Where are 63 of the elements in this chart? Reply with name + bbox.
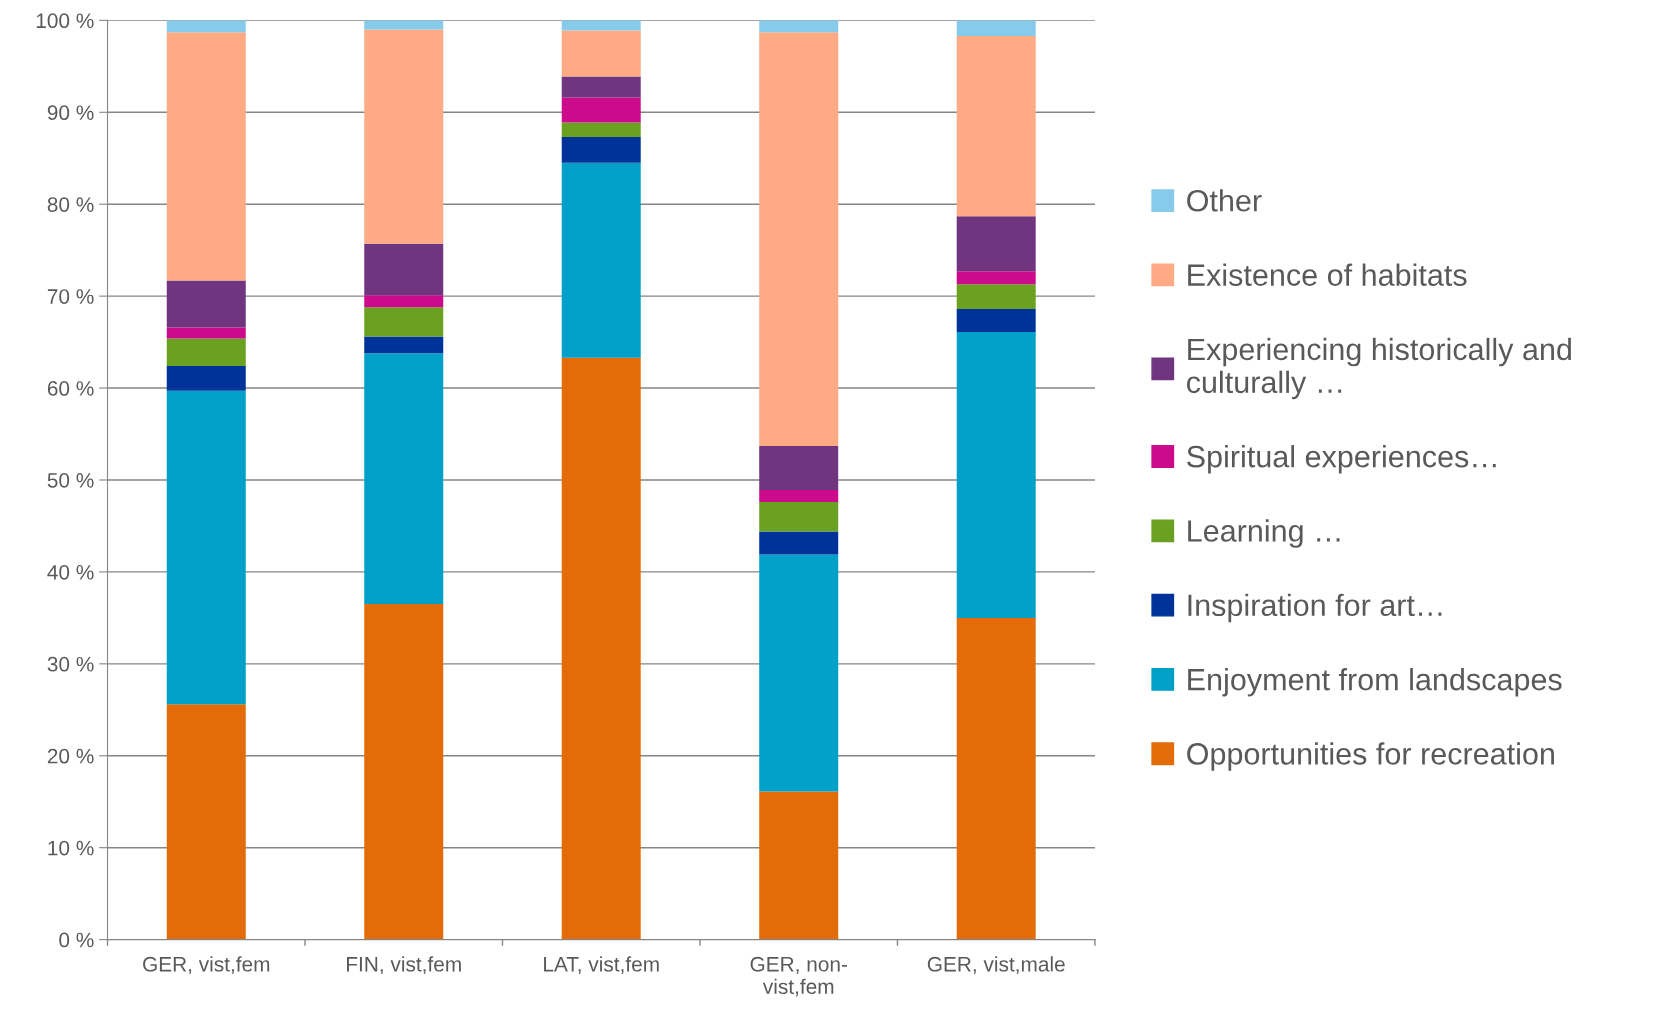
bar: [364, 336, 444, 354]
bar: [561, 30, 641, 77]
bar: [364, 243, 444, 296]
bar: [561, 97, 641, 123]
bar: [956, 271, 1036, 285]
bar: [956, 216, 1036, 272]
bar: [956, 331, 1036, 618]
bar: [759, 554, 839, 792]
y-tick-label: 10 %: [48, 840, 94, 856]
legend-label: Inspiration for art…: [1188, 593, 1442, 623]
bar: [166, 338, 246, 366]
bar: [166, 390, 246, 705]
bar: [166, 704, 246, 940]
y-tick-label: 60 %: [47, 381, 94, 396]
y-tick-label: 50 %: [47, 472, 94, 488]
x-tick-label: LAT, vist,fem: [544, 956, 659, 975]
y-tick-label: 30 %: [47, 656, 94, 672]
bar: [364, 307, 444, 337]
legend-label: Learning …: [1188, 519, 1340, 548]
legend-label: Opportunities for recreation: [1187, 742, 1554, 771]
bar: [166, 366, 246, 391]
y-tick-label: 40 %: [47, 564, 94, 580]
bar: [759, 490, 839, 503]
bar: [364, 29, 444, 244]
x-tick-label: FIN, vist,fem: [347, 956, 461, 975]
bar: [166, 280, 246, 328]
y-tick-label: 80 %: [47, 197, 94, 212]
bar: [956, 284, 1036, 310]
x-tick-label: GER, vist,male: [927, 956, 1065, 975]
bar: [561, 357, 641, 940]
legend-label: Other: [1187, 189, 1262, 212]
y-tick-label: 20 %: [47, 748, 94, 764]
legend-label: Existence of habitats: [1188, 263, 1467, 286]
bar: [956, 309, 1036, 332]
bar: [364, 604, 444, 940]
bar: [759, 531, 839, 555]
bar: [561, 137, 641, 163]
bar: [759, 445, 839, 491]
bar: [759, 20, 839, 33]
bar: [561, 76, 641, 98]
bar: [956, 20, 1036, 36]
legend-label: Enjoyment from landscapes: [1188, 667, 1562, 697]
bar: [561, 122, 641, 138]
bar: [759, 791, 839, 940]
legend-label: Spiritual experiences…: [1187, 445, 1496, 474]
bar: [759, 32, 839, 446]
bar: [561, 162, 641, 358]
bar: [759, 502, 839, 532]
y-tick-label: 100 %: [36, 13, 94, 29]
bar: [364, 295, 444, 308]
bar: [956, 617, 1036, 940]
y-tick-label: 90 %: [47, 105, 94, 121]
bar: [166, 32, 246, 281]
x-tick-label: GER, vist,fem: [143, 956, 270, 975]
bar: [364, 353, 444, 605]
y-tick-label: 0 %: [59, 932, 94, 948]
x-tick-label: GER, non- vist,fem: [750, 956, 847, 997]
bar: [166, 327, 246, 339]
bar: [364, 20, 444, 30]
bar: [956, 35, 1036, 217]
y-tick-label: 70 %: [47, 289, 94, 304]
bar: [166, 20, 246, 33]
legend-label: Experiencing historically and culturally …: [1186, 337, 1571, 400]
